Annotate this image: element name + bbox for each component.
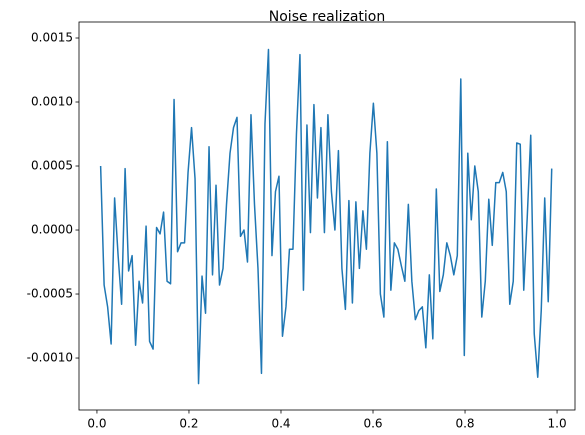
x-tick-label: 0.2 bbox=[179, 417, 198, 431]
x-tick-label: 0.8 bbox=[455, 417, 474, 431]
plot-frame bbox=[78, 21, 576, 411]
y-tick-label: 0.0000 bbox=[31, 223, 73, 237]
y-tick-label: 0.0015 bbox=[31, 31, 73, 45]
y-tick-label: 0.0010 bbox=[31, 95, 73, 109]
data-line bbox=[99, 48, 553, 385]
y-tick-label: -0.0005 bbox=[27, 287, 73, 301]
chart-title: Noise realization bbox=[269, 9, 385, 25]
x-tick-label: 1.0 bbox=[548, 417, 567, 431]
x-tick-label: 0.6 bbox=[363, 417, 382, 431]
y-tick-label: -0.0010 bbox=[27, 351, 73, 365]
y-tick-label: 0.0005 bbox=[31, 159, 73, 173]
x-tick-label: 0.4 bbox=[271, 417, 290, 431]
x-tick-label: 0.0 bbox=[87, 417, 106, 431]
